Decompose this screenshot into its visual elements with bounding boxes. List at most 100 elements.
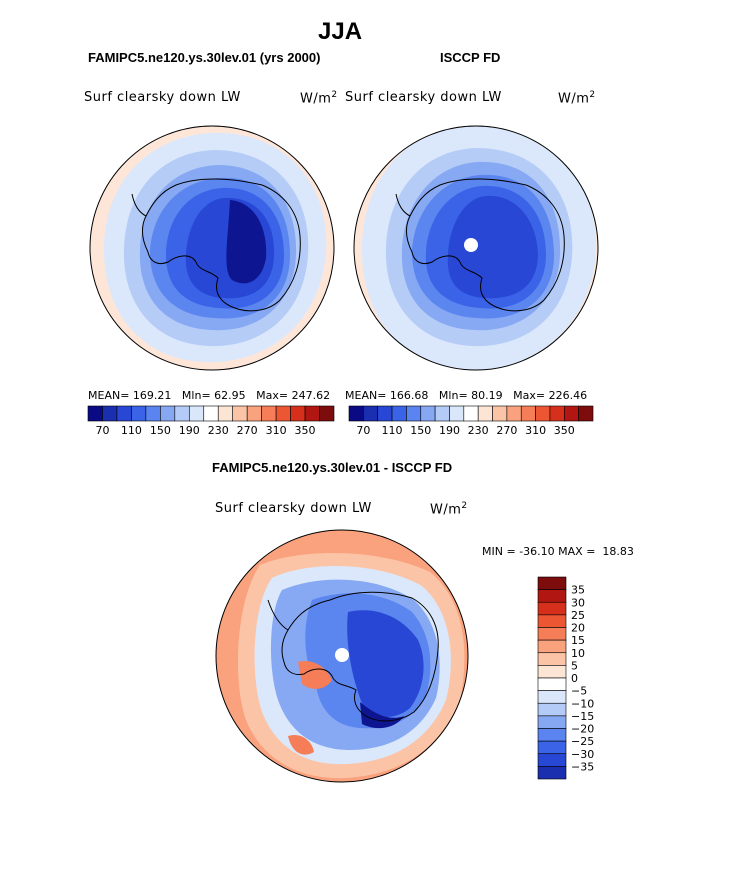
obs-variable-label: Surf clearsky down LW [345,90,502,105]
diff-min-value: -36.10 [519,545,555,558]
obs-colorbar-tick-label: 150 [410,424,431,437]
diff-map [216,530,468,782]
diff-colorbar-tick-label: 20 [571,622,585,635]
obs-peninsula-coastline [395,193,411,217]
obs-band-90 [447,195,538,299]
diff-colorbar-tick-label: −25 [571,735,594,748]
obs-colorbar-box [406,405,422,422]
model-colorbar-tick-label: 310 [266,424,287,437]
model-colorbar-tick-label: 270 [237,424,258,437]
obs-mean-label: MEAN= [345,389,387,402]
obs-units-base: W/m [558,91,590,107]
obs-colorbar-tick-label: 270 [496,424,517,437]
model-units-label: W/m2 [300,90,338,106]
obs-colorbar-box [391,405,407,422]
diff-max-label: MAX = [558,545,596,558]
model-colorbar-tick-label: 190 [179,424,200,437]
diff-colorbar-box [537,740,567,755]
obs-max-label: Max= [513,389,546,402]
diff-band-minus35 [360,702,404,729]
diff-colorbar-tick-label: −35 [571,760,594,773]
model-colorbar-box [246,405,262,422]
model-panel-title: FAMIPC5.ne120.ys.30lev.01 (yrs 2000) [88,50,321,65]
obs-colorbar-box [535,405,551,422]
diff-colorbar-box [537,639,567,654]
model-colorbar-box [145,405,161,422]
model-units-base: W/m [300,91,332,107]
model-colorbar-box [102,405,118,422]
model-colorbar-tick-label: 350 [295,424,316,437]
model-colorbar-box [217,405,234,422]
diff-colorbar-box [537,690,567,704]
diff-colorbar-tick-label: 15 [571,634,585,647]
obs-mean-value: 166.68 [389,389,429,402]
diff-colorbar-tick-label: −20 [571,723,594,736]
obs-antarctica-coastline [405,178,565,312]
obs-colorbar-box [563,405,579,422]
diff-min-label: MIN = [482,545,516,558]
diff-colorbar-tick-label: −30 [571,748,594,761]
model-colorbar-box [116,405,132,422]
model-colorbar-box [232,405,248,422]
diff-missing-pole [335,648,349,662]
diff-colorbar-tick-label: 30 [571,596,585,609]
model-band-70 [226,200,267,284]
obs-missing-pole [464,238,478,252]
diff-max-value: 18.83 [602,545,634,558]
obs-colorbar-box [578,405,594,422]
diff-colorbar-box [537,576,567,590]
diff-colorbar-tick-label: −10 [571,697,594,710]
model-colorbar-box [131,405,147,422]
diff-antarctica-coastline [281,591,439,722]
model-colorbar-box [203,405,219,422]
obs-stats: MEAN= 166.68 Mln= 80.19 Max= 226.46 [345,389,587,402]
diff-colorbar-box [537,589,567,603]
diff-colorbar-box [537,753,567,767]
diff-colorbar-tick-label: 5 [571,659,578,672]
obs-colorbar-tick-label: 110 [382,424,403,437]
obs-colorbar-tick-label: 190 [439,424,460,437]
model-units-exp: 2 [331,90,338,100]
diff-colorbar-box [537,728,567,742]
obs-colorbar-box [477,405,493,422]
diff-colorbar-tick-label: 10 [571,647,585,660]
obs-units-label: W/m2 [558,90,596,106]
diff-colorbar-box [537,627,567,641]
model-colorbar-box [319,405,335,422]
model-colorbar-box [304,405,320,422]
obs-colorbar-box [549,405,565,422]
diff-peninsula-coastline [267,599,289,631]
obs-colorbar-box [434,405,450,422]
model-colorbar-box [87,405,103,422]
diff-variable-label: Surf clearsky down LW [215,501,372,516]
diff-colorbar-box [537,677,567,691]
model-antarctica-coastline [141,178,301,312]
obs-colorbar-box [377,405,393,422]
diff-colorbar-tick-label: 0 [571,672,578,685]
diff-stats: MIN = -36.10 MAX = 18.83 [482,545,634,558]
obs-colorbar-box [492,405,508,422]
obs-colorbar: 70 110 150 190 230 270 310 350 [348,405,594,437]
model-max-label: Max= [256,389,289,402]
diff-colorbar-box [537,766,567,780]
diff-band-minus25 [347,610,424,717]
obs-max-value: 226.46 [548,389,588,402]
model-colorbar-tick-label: 70 [95,424,109,437]
obs-min-label: Mln= [438,389,468,402]
obs-colorbar-box [520,405,536,422]
diff-colorbar-tick-label: −5 [571,685,587,698]
model-colorbar-box [174,405,190,422]
diff-colorbar-tick-label: −15 [571,710,594,723]
model-max-value: 247.62 [291,389,331,402]
model-mean-value: 169.21 [132,389,172,402]
diff-colorbar-tick-label: 35 [571,584,585,597]
diff-colorbar-box [537,665,567,679]
model-colorbar-box [261,405,277,422]
model-colorbar-box [275,405,291,422]
diff-colorbar-box [537,614,567,628]
figure-title: JJA [318,18,363,45]
model-stats: MEAN= 169.21 Mln= 62.95 Max= 247.62 [88,389,330,402]
